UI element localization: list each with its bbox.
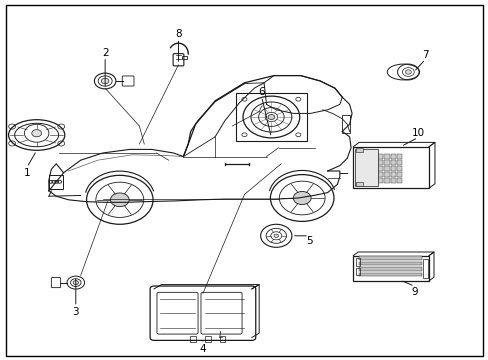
Bar [396, 178, 401, 183]
Bar [390, 166, 395, 171]
Text: 4: 4 [199, 344, 206, 354]
Bar [355, 258, 359, 266]
Text: L: L [218, 330, 222, 339]
Text: 2: 2 [102, 48, 108, 58]
Bar [396, 154, 401, 159]
Bar [371, 160, 376, 165]
Bar [204, 336, 210, 342]
Text: 6: 6 [258, 87, 264, 97]
Bar [422, 258, 427, 278]
Text: 8: 8 [175, 29, 182, 39]
Bar [384, 178, 389, 183]
Circle shape [405, 70, 410, 74]
Circle shape [293, 192, 310, 204]
Bar [190, 336, 196, 342]
Bar [390, 154, 395, 159]
Bar [365, 166, 370, 171]
Bar [384, 160, 389, 165]
Bar [365, 154, 370, 159]
Bar [354, 148, 377, 186]
Bar [371, 154, 376, 159]
Bar [219, 336, 225, 342]
Bar [359, 267, 421, 271]
Bar [390, 172, 395, 177]
Text: 1: 1 [23, 168, 30, 178]
Circle shape [267, 114, 274, 120]
Bar [371, 178, 376, 183]
Circle shape [273, 234, 278, 238]
Circle shape [32, 130, 41, 137]
Bar [352, 256, 428, 281]
Text: 10: 10 [411, 128, 424, 138]
Bar [396, 160, 401, 165]
Bar [377, 160, 383, 165]
Bar [396, 166, 401, 171]
Bar [359, 160, 364, 165]
Text: 7: 7 [421, 50, 428, 60]
Circle shape [101, 78, 109, 84]
Bar [377, 166, 383, 171]
Bar [365, 160, 370, 165]
Bar [371, 172, 376, 177]
Bar [355, 148, 362, 152]
Bar [365, 178, 370, 183]
Bar [359, 262, 421, 265]
Bar [355, 268, 359, 275]
Bar [359, 166, 364, 171]
Text: 3: 3 [72, 307, 79, 317]
Bar [355, 182, 362, 186]
Bar [365, 172, 370, 177]
Bar [182, 56, 187, 59]
Bar [49, 175, 62, 189]
Circle shape [110, 193, 129, 207]
Bar [390, 160, 395, 165]
Bar [359, 154, 364, 159]
Bar [384, 172, 389, 177]
Bar [384, 166, 389, 171]
Bar [359, 178, 364, 183]
Bar [359, 256, 421, 260]
Circle shape [73, 281, 78, 284]
Text: 5: 5 [305, 236, 312, 246]
Bar [377, 178, 383, 183]
Text: 9: 9 [410, 287, 417, 297]
Bar [396, 172, 401, 177]
Bar [384, 154, 389, 159]
Bar [390, 178, 395, 183]
Bar [377, 154, 383, 159]
Bar [377, 172, 383, 177]
Bar [359, 172, 364, 177]
Bar [371, 166, 376, 171]
Bar [342, 115, 349, 133]
Bar [359, 273, 421, 276]
